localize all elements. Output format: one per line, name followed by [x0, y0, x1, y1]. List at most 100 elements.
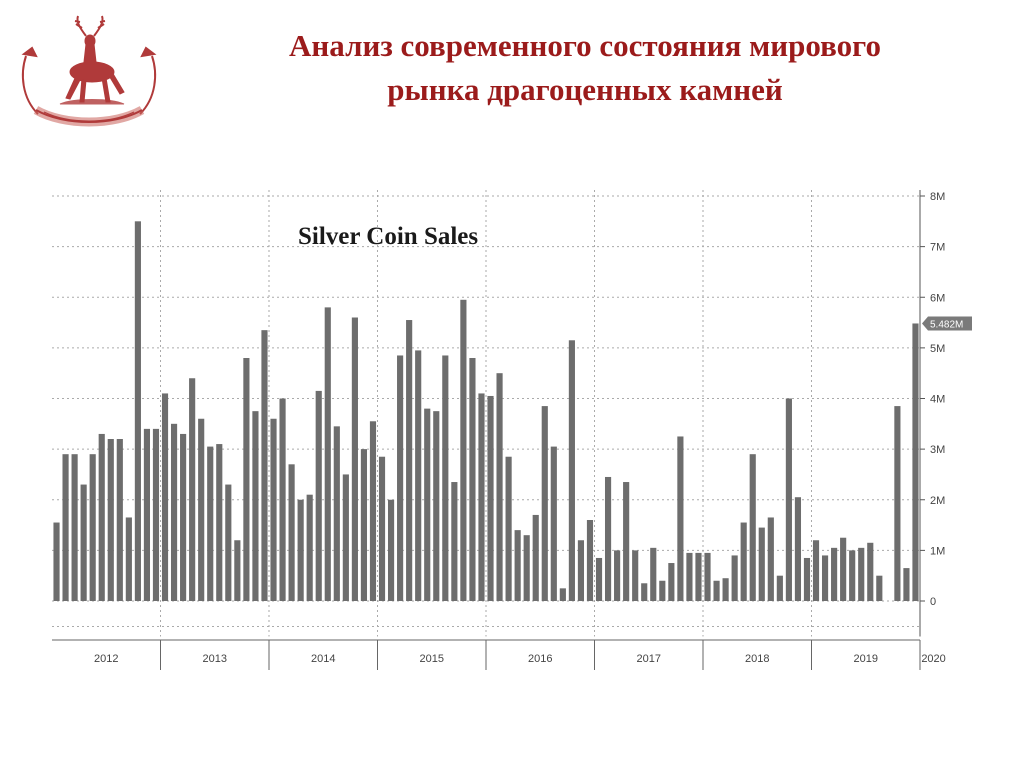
- bar: [803, 557, 811, 601]
- y-tick-label: 8M: [930, 191, 945, 203]
- bar: [496, 373, 503, 601]
- bar: [279, 398, 286, 601]
- slide-title-line-2: рынка драгоценных камней: [387, 72, 783, 107]
- bar: [180, 433, 187, 601]
- bar: [351, 317, 358, 601]
- bar: [134, 221, 141, 601]
- bar: [812, 540, 820, 601]
- bar: [785, 398, 792, 601]
- bar: [731, 555, 738, 601]
- silver-coin-sales-chart: 0 1M 2M 3M 4M 5M 6M 7M 8M 5.482M 2012 2013 2014 2015…: [52, 190, 972, 670]
- bar: [740, 522, 747, 601]
- chart-y-axis: 0 1M 2M 3M 4M 5M 6M 7M 8M 5.482M: [919, 190, 972, 637]
- bar: [722, 578, 729, 601]
- bar: [749, 454, 756, 601]
- bar: [894, 406, 901, 601]
- bar: [577, 540, 585, 601]
- y-tick-label: 4M: [930, 394, 945, 406]
- x-year-label: 2015: [420, 653, 444, 665]
- bar: [415, 350, 422, 601]
- bar: [460, 299, 467, 601]
- chart-x-axis: 2012 2013 2014 2015 2016 2017 2018 2019 2020: [52, 639, 946, 670]
- bar: [433, 411, 440, 601]
- x-year-label: 2013: [203, 653, 227, 665]
- bar: [876, 575, 883, 601]
- bar: [451, 482, 458, 601]
- bar: [62, 454, 69, 601]
- bar: [776, 575, 783, 601]
- bar: [234, 540, 241, 601]
- bar: [161, 393, 169, 601]
- bar: [360, 449, 368, 601]
- bar: [505, 456, 512, 601]
- bar: [261, 330, 268, 601]
- bar: [116, 439, 123, 601]
- logo-deer-emblem-icon: [21, 15, 157, 127]
- bar: [867, 542, 874, 601]
- bar: [98, 433, 105, 601]
- bar: [695, 552, 702, 601]
- bar: [686, 552, 693, 601]
- bar: [550, 446, 557, 601]
- bar: [677, 436, 684, 601]
- chart-title: Silver Coin Sales: [298, 223, 478, 250]
- bar: [514, 530, 521, 601]
- x-year-label: 2018: [745, 653, 769, 665]
- bar: [225, 484, 232, 601]
- bar: [659, 580, 666, 601]
- x-year-label: 2016: [528, 653, 552, 665]
- x-year-label: 2012: [94, 653, 118, 665]
- y-tick-label: 6M: [930, 292, 945, 304]
- bar: [668, 563, 675, 601]
- bar: [107, 439, 114, 601]
- bar: [315, 390, 322, 601]
- bar: [532, 514, 539, 601]
- y-tick-label: 1M: [930, 545, 945, 557]
- bar: [523, 535, 530, 601]
- y-tick-label: 5M: [930, 343, 945, 355]
- slide-title-line-1: Анализ современного состояния мирового: [289, 28, 881, 63]
- x-year-label: 2017: [637, 653, 661, 665]
- bar: [207, 446, 214, 601]
- y-tick-label: 7M: [930, 242, 945, 254]
- bar: [170, 423, 178, 601]
- chart-bars: [53, 221, 919, 601]
- bar: [821, 555, 829, 601]
- bar: [80, 484, 87, 601]
- x-year-label: 2020: [921, 653, 945, 665]
- x-year-label: 2014: [311, 653, 335, 665]
- bar: [623, 482, 630, 601]
- bar: [306, 494, 313, 601]
- bar: [831, 547, 838, 601]
- bar: [252, 411, 259, 601]
- bar: [125, 517, 132, 601]
- bar: [912, 323, 919, 601]
- bar: [541, 406, 548, 601]
- y-tick-label: 3M: [930, 444, 945, 456]
- bar: [568, 340, 575, 601]
- bar: [378, 456, 386, 601]
- bar: [342, 474, 349, 601]
- bar: [614, 550, 621, 601]
- bar: [89, 454, 96, 601]
- bar: [216, 444, 223, 601]
- bar: [559, 588, 566, 601]
- bar: [794, 497, 802, 601]
- bar: [704, 552, 711, 601]
- bar: [324, 307, 331, 601]
- bar: [849, 550, 856, 601]
- bar: [288, 464, 295, 601]
- bar: [903, 568, 910, 601]
- bar: [333, 426, 340, 601]
- bar: [424, 408, 431, 601]
- slide-title: Анализ современного состояния мирового р…: [190, 24, 980, 112]
- bar: [595, 557, 603, 601]
- last-value-label: 5.482M: [930, 319, 963, 330]
- bar: [713, 580, 720, 601]
- bar: [387, 499, 395, 601]
- bar: [406, 320, 413, 601]
- bar: [604, 476, 612, 601]
- bar: [840, 537, 847, 601]
- bar: [270, 418, 277, 601]
